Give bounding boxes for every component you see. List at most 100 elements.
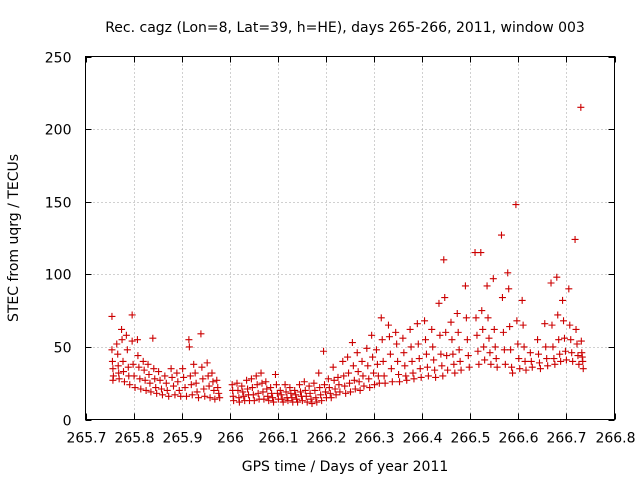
data-point (368, 331, 376, 339)
data-point (234, 386, 242, 394)
data-point (306, 389, 314, 397)
data-point (122, 331, 130, 339)
data-point (133, 336, 141, 344)
data-point (331, 385, 339, 393)
data-point (409, 369, 417, 377)
data-point (403, 376, 411, 384)
data-point (455, 346, 463, 354)
data-point (281, 381, 289, 389)
data-point (512, 201, 520, 209)
data-point (571, 235, 579, 243)
data-point (356, 386, 364, 394)
data-point (335, 381, 343, 389)
data-point (549, 343, 557, 351)
data-point (480, 343, 488, 351)
x-tick-label: 265.9 (162, 431, 202, 447)
data-point (381, 379, 389, 387)
data-point (497, 231, 505, 239)
data-point (498, 294, 506, 302)
data-point (313, 398, 321, 406)
data-point (296, 388, 304, 396)
data-point (191, 369, 199, 377)
data-point (263, 385, 271, 393)
data-point (249, 391, 257, 399)
data-point (238, 382, 246, 390)
data-point (521, 357, 529, 365)
data-point (513, 317, 521, 325)
data-point (505, 285, 513, 293)
data-point (325, 384, 333, 392)
data-point (171, 391, 179, 399)
data-point (139, 357, 147, 365)
x-tick-label: 266.2 (306, 431, 346, 447)
data-point (271, 370, 279, 378)
data-point (199, 375, 207, 383)
data-point (165, 392, 173, 400)
data-point (296, 381, 304, 389)
data-point (514, 340, 522, 348)
data-point (175, 386, 183, 394)
data-point (430, 356, 438, 364)
data-point (392, 328, 400, 336)
data-point (396, 378, 404, 386)
data-point (182, 392, 190, 400)
data-point (142, 386, 150, 394)
data-point (204, 372, 212, 380)
data-point (188, 391, 196, 399)
data-point (453, 310, 461, 318)
data-points (108, 103, 587, 408)
data-point (557, 357, 565, 365)
data-point (544, 362, 552, 370)
data-point (310, 379, 318, 387)
data-point (559, 296, 567, 304)
data-point (438, 362, 446, 370)
data-point (555, 336, 563, 344)
data-point (302, 392, 310, 400)
data-point (472, 314, 480, 322)
data-point (146, 379, 154, 387)
data-point (253, 381, 261, 389)
data-point (257, 369, 265, 377)
data-point (303, 398, 311, 406)
data-point (457, 366, 465, 374)
data-point (475, 360, 483, 368)
data-point (315, 369, 323, 377)
data-point (185, 336, 193, 344)
data-point (483, 282, 491, 290)
data-point (216, 394, 224, 402)
x-tick-label: 265.7 (66, 431, 106, 447)
data-point (369, 353, 377, 361)
y-axis-title: STEC from uqrg / TECUs (6, 154, 22, 322)
data-point (305, 382, 313, 390)
x-tick-label: 266.1 (258, 431, 298, 447)
data-point (547, 279, 555, 287)
data-point (157, 385, 165, 393)
data-point (124, 363, 132, 371)
data-point (371, 381, 379, 389)
data-point (135, 363, 143, 371)
data-point (486, 349, 494, 357)
data-point (163, 386, 171, 394)
data-point (444, 366, 452, 374)
data-point (215, 389, 223, 397)
data-point (108, 312, 116, 320)
data-point (332, 391, 340, 399)
data-point (201, 392, 209, 400)
data-point (193, 388, 201, 396)
data-point (339, 357, 347, 365)
data-point (307, 395, 315, 403)
y-tick-label: 150 (45, 196, 72, 212)
data-point (542, 343, 550, 351)
data-point (173, 369, 181, 377)
x-tick-label: 266.4 (402, 431, 442, 447)
data-point (443, 352, 451, 360)
data-point (364, 362, 372, 370)
x-tick-label: 266 (217, 431, 244, 447)
data-point (417, 373, 425, 381)
data-point (131, 384, 139, 392)
data-point (448, 336, 456, 344)
data-point (493, 363, 501, 371)
x-axis-title: GPS time / Days of year 2011 (242, 459, 449, 475)
data-point (316, 384, 324, 392)
data-point (354, 368, 362, 376)
